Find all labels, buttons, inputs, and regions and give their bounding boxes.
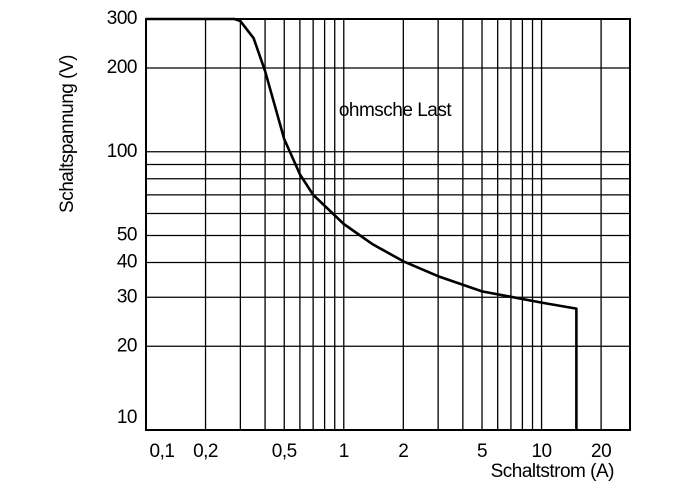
y-tick-label: 200	[107, 57, 137, 78]
x-tick-label: 1	[339, 441, 349, 462]
x-tick-label: 20	[591, 441, 611, 462]
line-series	[146, 17, 578, 430]
x-tick-label: 0,2	[193, 441, 218, 462]
y-tick-label: 50	[117, 225, 137, 246]
y-tick-label: 20	[117, 335, 137, 356]
x-tick-label: 10	[531, 441, 551, 462]
y-tick-label: 10	[117, 407, 137, 428]
y-tick-label: 30	[117, 286, 137, 307]
y-axis-label: Schaltspannung (V)	[57, 55, 78, 213]
x-tick-label: 5	[477, 441, 487, 462]
annotation: ohmsche Last	[339, 100, 453, 121]
y-tick-label: 300	[107, 8, 137, 29]
x-tick-label: 0,1	[150, 441, 175, 462]
x-tick-label: 2	[398, 441, 408, 462]
y-tick-label: 40	[117, 251, 137, 272]
plot-frame	[145, 18, 631, 431]
x-axis-label: Schaltstrom (A)	[491, 461, 615, 482]
x-tick-label: 0,5	[272, 441, 297, 462]
y-tick-label: 100	[107, 141, 137, 162]
